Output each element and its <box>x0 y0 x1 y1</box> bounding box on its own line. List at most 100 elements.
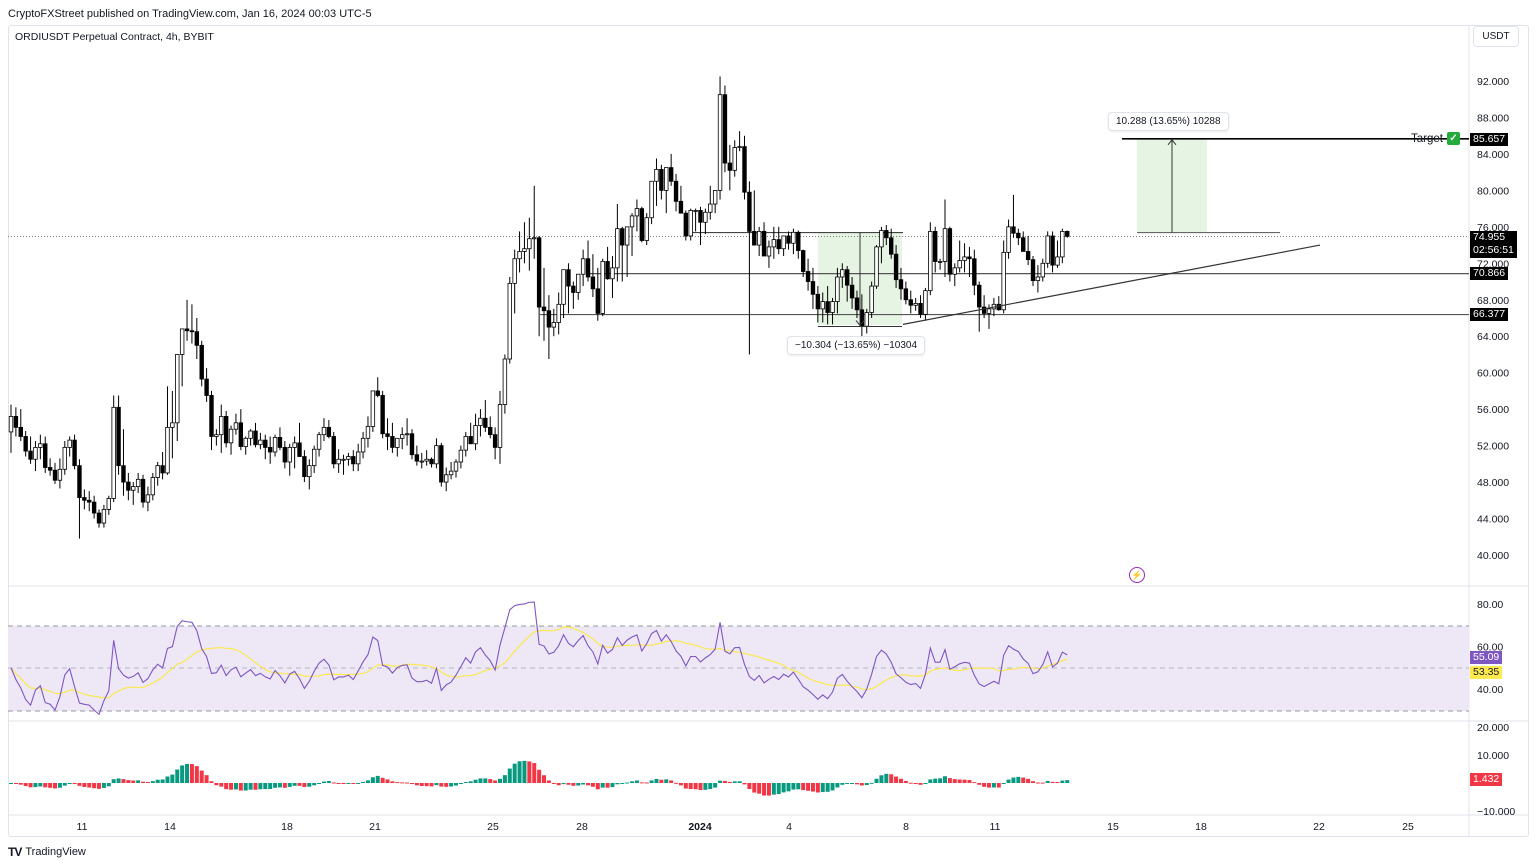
macd-bar <box>67 783 72 784</box>
candle-up <box>101 509 107 524</box>
candle-down <box>541 306 547 312</box>
candle-up <box>243 437 248 447</box>
lower-measure-label[interactable]: −10.304 (−13.65%) −10304 <box>787 336 926 355</box>
time-tick: 25 <box>1402 821 1414 833</box>
candle-down <box>1011 226 1016 234</box>
macd-bar <box>527 761 532 783</box>
macd-bar <box>644 782 649 784</box>
candle-up <box>732 147 737 171</box>
macd-bar <box>199 770 204 783</box>
candle-up <box>1055 256 1060 266</box>
macd-bar <box>165 776 170 783</box>
candle-down <box>590 276 596 290</box>
macd-bar <box>87 783 92 788</box>
candle-up <box>986 308 992 314</box>
candle-down <box>91 501 97 514</box>
macd-tick: −10.000 <box>1477 806 1515 818</box>
macd-bar <box>947 778 952 783</box>
target-label[interactable]: Target ✓ <box>1411 132 1460 145</box>
candle-up <box>1001 251 1006 311</box>
macd-bar <box>987 783 991 788</box>
time-tick: 14 <box>164 821 176 833</box>
candle-down <box>893 253 899 281</box>
macd-bar <box>1031 781 1036 783</box>
candle-up <box>781 235 786 250</box>
price-tick: 52.000 <box>1477 441 1509 453</box>
candle-down <box>140 478 146 503</box>
candle-up <box>111 406 116 499</box>
macd-bar <box>806 783 811 791</box>
macd-bar <box>996 783 1001 788</box>
macd-bar <box>429 783 434 787</box>
candle-down <box>742 146 747 193</box>
macd-value-tag: 1.432 <box>1470 773 1503 786</box>
candle-down <box>815 293 821 310</box>
macd-bar <box>390 781 395 783</box>
macd-bar <box>400 782 405 784</box>
candle-down <box>302 456 307 477</box>
candle-down <box>468 436 473 445</box>
candle-down <box>184 328 190 332</box>
symbol-title[interactable]: ORDIUSDT Perpetual Contract, 4h, BYBIT <box>15 31 214 43</box>
candle-down <box>189 330 195 333</box>
candle-down <box>747 191 752 232</box>
tradingview-logo[interactable]: TV TradingView <box>8 845 86 859</box>
macd-bar <box>625 782 630 784</box>
candle-up <box>395 437 400 448</box>
macd-bar <box>101 783 106 788</box>
macd-bar <box>967 780 972 783</box>
macd-bar <box>219 783 224 787</box>
macd-bar <box>879 775 884 783</box>
macd-bar <box>810 783 815 792</box>
candle-down <box>546 310 552 328</box>
ascending-trendline[interactable] <box>902 244 1321 325</box>
price-tick: 92.000 <box>1477 76 1509 88</box>
currency-button[interactable]: USDT <box>1473 26 1519 47</box>
macd-bar <box>336 783 341 784</box>
price-axis[interactable]: 92.00088.00084.00080.00076.00072.00068.0… <box>1477 76 1515 818</box>
candle-up <box>957 260 962 269</box>
candle-down <box>385 433 390 437</box>
macd-bar <box>654 778 659 783</box>
candle-up <box>165 426 170 474</box>
candle-up <box>517 251 522 260</box>
macd-bar <box>952 779 957 783</box>
macd-bar <box>561 783 566 785</box>
macd-bar <box>458 783 463 784</box>
last-price-value: 74.955 <box>1473 231 1506 243</box>
macd-bar <box>576 783 581 786</box>
price-tick: 76.000 <box>1477 222 1509 234</box>
candle-up <box>478 417 483 426</box>
candle-up <box>634 208 640 217</box>
candle-up <box>341 458 346 461</box>
time-axis[interactable]: 11 14 18 21 25 28 2024 4 8 11 15 18 22 25 <box>77 821 1414 833</box>
macd-bar <box>48 783 53 788</box>
candle-down <box>752 230 757 246</box>
candle-down <box>727 162 733 171</box>
candle-down <box>571 285 576 293</box>
candle-up <box>62 447 67 470</box>
macd-bar <box>620 783 625 784</box>
drawing-overlays[interactable] <box>818 139 1321 327</box>
candle-up <box>175 354 180 424</box>
macd-bar <box>600 783 605 788</box>
lightning-icon[interactable]: ⚡ <box>1129 567 1145 583</box>
candle-down <box>903 288 909 301</box>
macd-tick: 20.000 <box>1477 722 1509 734</box>
horizontal-levels[interactable] <box>8 138 1469 316</box>
macd-bar <box>835 783 840 788</box>
macd-bar <box>938 778 943 783</box>
macd-bar <box>268 783 273 790</box>
macd-bar <box>693 783 698 790</box>
candle-down <box>43 443 48 468</box>
macd-bar <box>307 783 312 787</box>
upper-measure-label[interactable]: 10.288 (13.65%) 10288 <box>1108 112 1229 131</box>
candle-down <box>297 442 302 457</box>
candle-up <box>424 458 429 462</box>
candle-down <box>87 499 92 503</box>
macd-bar <box>571 783 576 786</box>
macd-bar <box>752 783 757 793</box>
macd-bar <box>414 783 419 786</box>
macd-bar <box>131 780 136 783</box>
